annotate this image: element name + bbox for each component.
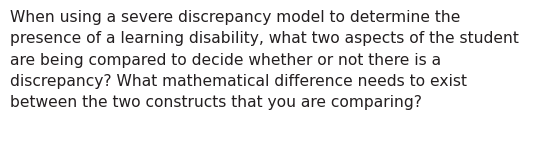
Text: When using a severe discrepancy model to determine the
presence of a learning di: When using a severe discrepancy model to… (10, 10, 519, 110)
